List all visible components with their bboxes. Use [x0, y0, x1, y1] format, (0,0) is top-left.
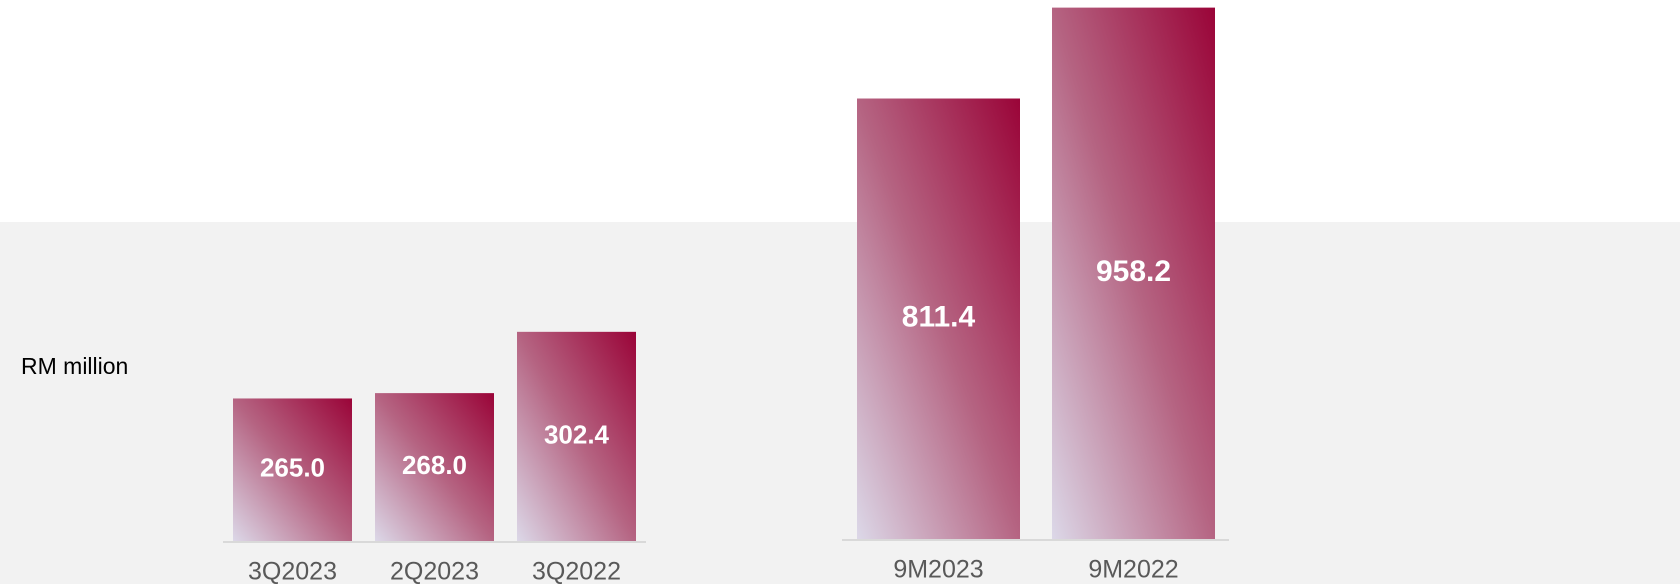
y-axis-label: RM million — [21, 353, 128, 379]
bar — [857, 98, 1020, 539]
bar — [375, 393, 494, 541]
value-label: 811.4 — [902, 301, 976, 334]
x-tick-label: 2Q2023 — [390, 558, 479, 584]
value-label: 958.2 — [1096, 255, 1171, 288]
x-tick-label: 3Q2022 — [532, 558, 621, 584]
bar — [517, 331, 636, 541]
x-tick-label: 3Q2023 — [248, 558, 337, 584]
value-label: 268.0 — [402, 450, 467, 480]
x-tick-label: 9M2023 — [893, 556, 983, 584]
x-tick-label: 9M2022 — [1088, 556, 1178, 584]
value-label: 265.0 — [260, 453, 325, 483]
value-label: 302.4 — [544, 419, 610, 449]
bar — [233, 398, 352, 541]
bar — [1052, 7, 1215, 539]
